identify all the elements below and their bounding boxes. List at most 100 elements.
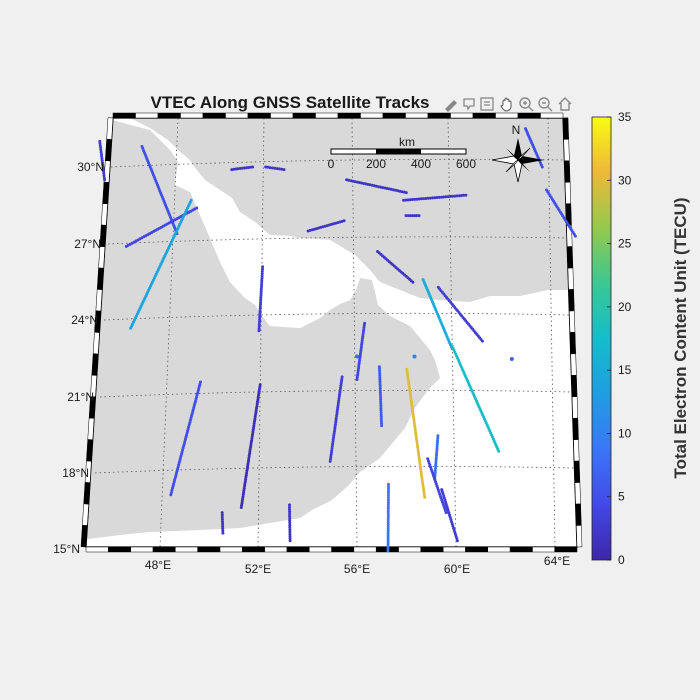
track-point xyxy=(402,198,406,202)
lat-label-18: 18°N xyxy=(62,466,89,480)
pan-icon[interactable] xyxy=(500,97,512,112)
track-point xyxy=(260,280,264,284)
frame-tick xyxy=(95,289,103,312)
colorbar-tick-label: 5 xyxy=(618,490,625,504)
track-point xyxy=(241,493,245,496)
track-point xyxy=(255,406,258,410)
track-point xyxy=(328,459,332,463)
track-point xyxy=(275,167,279,171)
frame-tick xyxy=(405,112,429,119)
frame-tick xyxy=(570,353,577,376)
track-point xyxy=(334,420,338,424)
track-point xyxy=(280,167,284,171)
track-point xyxy=(462,193,466,197)
chart-title: VTEC Along GNSS Satellite Tracks xyxy=(150,93,429,112)
track-point xyxy=(340,377,344,381)
track-point xyxy=(220,515,224,519)
track-point xyxy=(435,453,438,457)
track-point xyxy=(377,365,381,369)
track-point xyxy=(259,298,263,302)
data-tips-icon[interactable] xyxy=(461,96,477,112)
scale-bar-tick-400: 400 xyxy=(411,157,431,171)
track-point xyxy=(415,439,419,443)
axes-toolbar xyxy=(442,96,572,112)
frame-tick xyxy=(568,289,575,312)
track-point xyxy=(247,454,251,458)
track-point xyxy=(250,434,254,438)
frame-tick xyxy=(420,546,444,553)
track-point xyxy=(387,487,390,491)
land-iran xyxy=(100,118,577,302)
track-point xyxy=(336,401,340,405)
track-point xyxy=(359,345,363,349)
track-point xyxy=(386,542,390,546)
track-point xyxy=(331,438,335,442)
track-point xyxy=(357,362,361,366)
track-point xyxy=(260,274,264,278)
track-point xyxy=(386,529,390,533)
map-area[interactable]: km 0 200 400 600 N xyxy=(80,110,583,553)
satellite-track-31 xyxy=(412,354,417,359)
track-point xyxy=(448,194,452,198)
track-point xyxy=(440,195,443,199)
track-point xyxy=(257,327,261,331)
zoom-out-icon[interactable] xyxy=(538,97,553,112)
track-point xyxy=(464,193,468,197)
track-point xyxy=(406,378,410,382)
satellite-track-4 xyxy=(129,198,193,330)
track-point xyxy=(433,196,437,200)
brush-icon[interactable] xyxy=(442,96,460,112)
restore-view-icon[interactable] xyxy=(558,97,572,111)
frame-tick xyxy=(450,112,474,119)
zoom-in-icon[interactable] xyxy=(519,97,534,112)
track-point xyxy=(332,433,336,437)
satellite-track-28 xyxy=(220,511,225,535)
track-point xyxy=(258,305,262,309)
track-point xyxy=(273,166,277,170)
export-icon[interactable] xyxy=(480,97,494,111)
track-point xyxy=(386,514,390,517)
colorbar-tick-label: 20 xyxy=(618,300,632,314)
track-point xyxy=(408,214,412,218)
track-point xyxy=(378,384,382,388)
longitude-labels: 48°E 52°E 56°E 60°E 64°E xyxy=(145,554,570,576)
track-point xyxy=(417,197,421,201)
track-point xyxy=(446,195,450,199)
track-point xyxy=(435,443,439,446)
track-point xyxy=(240,499,244,503)
track-point xyxy=(386,525,390,529)
satellite-track-19 xyxy=(377,365,384,428)
track-point xyxy=(288,525,292,529)
track-point xyxy=(258,320,261,324)
track-point xyxy=(251,165,255,169)
track-point xyxy=(221,531,225,535)
track-point xyxy=(386,520,390,524)
track-point xyxy=(379,397,383,401)
track-point xyxy=(257,329,261,333)
track-point xyxy=(261,267,264,271)
track-point xyxy=(337,394,341,398)
track-point xyxy=(421,484,425,488)
colorbar-tick-label: 35 xyxy=(618,110,632,124)
satellite-track-21 xyxy=(405,367,427,499)
track-point xyxy=(379,395,383,399)
lon-label-56: 56°E xyxy=(344,562,370,576)
track-point xyxy=(386,500,390,504)
colorbar-ticks: 0 5 10 15 20 25 30 35 xyxy=(607,110,632,567)
track-point xyxy=(410,406,414,410)
track-point xyxy=(258,311,262,315)
track-point xyxy=(245,469,249,473)
frame-tick xyxy=(152,546,176,553)
track-point xyxy=(336,405,340,409)
track-point xyxy=(409,400,413,404)
frame-tick xyxy=(574,482,581,505)
frame-tick xyxy=(108,546,131,553)
track-point xyxy=(360,343,364,347)
track-point xyxy=(221,520,224,524)
track-point xyxy=(288,530,292,534)
track-point xyxy=(424,197,428,200)
track-point xyxy=(98,142,102,145)
track-point xyxy=(434,462,438,466)
track-point xyxy=(406,374,410,378)
colorbar[interactable]: 0 5 10 15 20 25 30 35 Total Electron Content Un… xyxy=(591,110,690,567)
